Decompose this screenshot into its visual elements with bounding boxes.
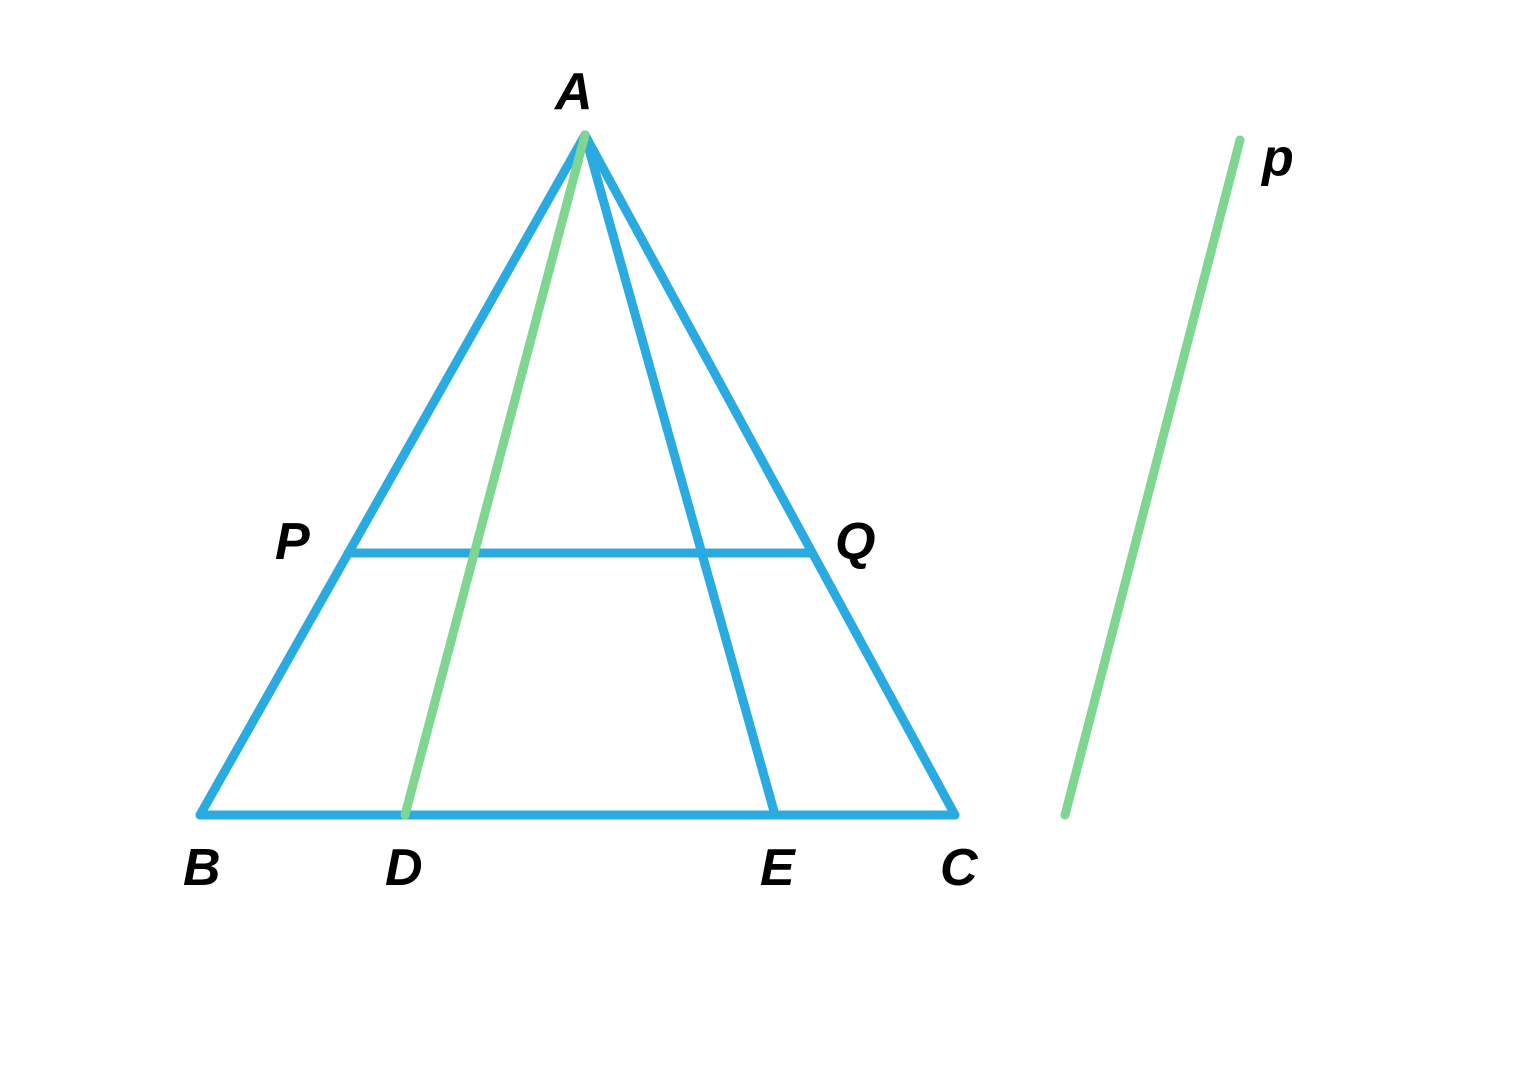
line-A-D bbox=[405, 135, 585, 815]
label-B: B bbox=[183, 838, 221, 898]
line-A-C bbox=[585, 135, 955, 815]
line-A-E bbox=[585, 135, 775, 815]
label-C: C bbox=[940, 838, 978, 898]
label-D: D bbox=[385, 838, 423, 898]
label-line-p: p bbox=[1262, 128, 1294, 188]
label-Q: Q bbox=[835, 512, 875, 572]
geometry-diagram bbox=[0, 0, 1536, 1089]
line-A-B bbox=[200, 135, 585, 815]
label-E: E bbox=[760, 838, 795, 898]
label-P: P bbox=[275, 512, 310, 572]
line-p_top-p_bottom bbox=[1065, 140, 1240, 815]
label-A: A bbox=[555, 62, 593, 122]
